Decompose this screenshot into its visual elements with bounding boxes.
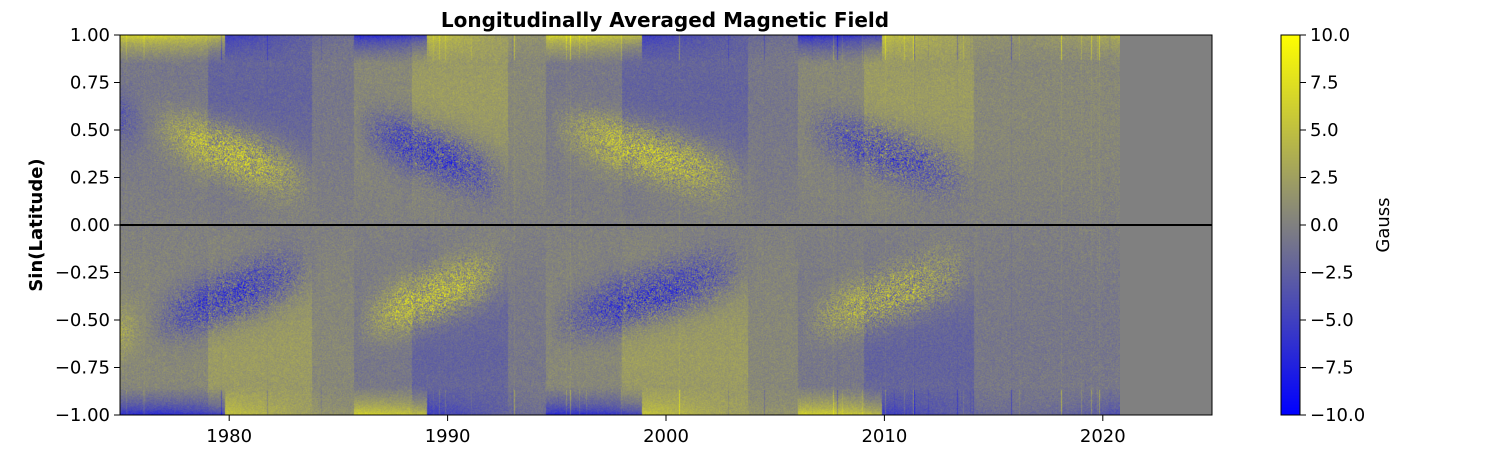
colorbar: 10.0 7.5 5.0 2.5 0.0 −2.5 −5.0 −7.5 −10.0 Gauss	[1280, 25, 1394, 426]
y-tick-label: 0.25	[70, 168, 110, 189]
y-axis-ticks: 1.00 0.75 0.50 0.25 0.00 −0.25 −0.50 −0.75 −1.00	[55, 25, 120, 426]
colorbar-label: Gauss	[1373, 197, 1394, 252]
colorbar-ticks: 10.0 7.5 5.0 2.5 0.0 −2.5 −5.0 −7.5 −10.0	[1300, 25, 1365, 426]
chart-title: Longitudinally Averaged Magnetic Field	[441, 8, 889, 32]
x-tick-label: 2010	[861, 426, 907, 447]
colorbar-tick-label: 5.0	[1310, 120, 1339, 141]
plot-area	[119, 34, 1213, 416]
colorbar-tick-label: −5.0	[1310, 310, 1354, 331]
x-tick-label: 2000	[643, 426, 689, 447]
x-tick-label: 2020	[1080, 426, 1126, 447]
x-tick-label: 1980	[206, 426, 252, 447]
y-tick-label: 0.00	[70, 215, 110, 236]
colorbar-tick-label: −10.0	[1310, 405, 1365, 426]
colorbar-gradient	[1280, 34, 1301, 416]
colorbar-tick-label: 10.0	[1310, 25, 1350, 46]
colorbar-tick-label: 0.0	[1310, 215, 1339, 236]
x-tick-label: 1990	[425, 426, 471, 447]
colorbar-tick-label: 7.5	[1310, 73, 1339, 94]
y-tick-label: −0.75	[55, 358, 110, 379]
y-tick-label: −1.00	[55, 405, 110, 426]
y-tick-label: −0.25	[55, 263, 110, 284]
y-axis-label: Sin(Latitude)	[26, 158, 47, 291]
y-tick-label: −0.50	[55, 310, 110, 331]
colorbar-tick-label: −7.5	[1310, 358, 1354, 379]
colorbar-tick-label: 2.5	[1310, 168, 1339, 189]
x-axis-ticks: 1980 1990 2000 2010 2020	[206, 415, 1126, 447]
y-tick-label: 0.75	[70, 73, 110, 94]
colorbar-tick-label: −2.5	[1310, 263, 1354, 284]
y-tick-label: 1.00	[70, 25, 110, 46]
y-tick-label: 0.50	[70, 120, 110, 141]
